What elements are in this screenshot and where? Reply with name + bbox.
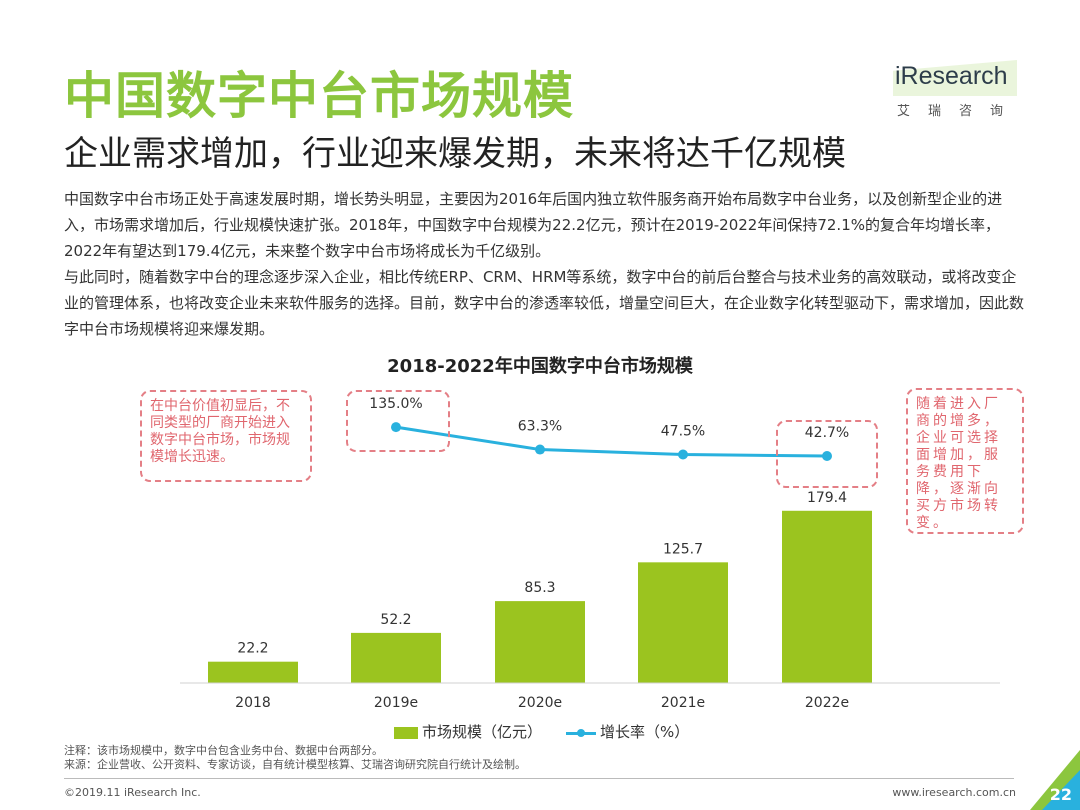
corner-decoration [1030,750,1080,810]
legend-item-bar: 市场规模（亿元） [394,721,542,742]
bar-label-2022e: 179.4 [807,490,847,506]
highlight-box-2022 [776,420,878,488]
legend-line-swatch [566,727,596,739]
growth-point-2021e [678,449,688,460]
bar-group: 22.2 52.2 85.3 125.7 179.4 [208,490,872,683]
growth-line [395,425,828,458]
iresearch-logo: iResearch 艾瑞咨询 [893,60,1023,120]
copyright: ©2019.11 iResearch Inc. [64,786,201,799]
growth-label-2020e: 63.3% [518,419,562,435]
footnote-note: 注释：该市场规模中，数字中台包含业务中台、数据中台两部分。 [64,744,383,757]
bar-label-2018: 22.2 [237,641,268,657]
annotation-right: 随着进入厂商的增多，企业可选择面增加，服务费用下降，逐渐向买方市场转变。 [906,388,1024,534]
footnote-source: 来源：企业营收、公开资料、专家访谈，自有统计模型核算、艾瑞咨询研究院自行统计及绘… [64,758,526,771]
x-tick-2018: 2018 [235,695,271,711]
x-tick-2021e: 2021e [661,695,705,711]
bar-2020e [495,601,585,683]
footer-divider [64,778,1014,779]
highlight-box-2019 [346,390,450,452]
annotation-left: 在中台价值初显后，不同类型的厂商开始进入数字中台市场，市场规模增长迅速。 [140,390,312,482]
page-subtitle: 企业需求增加，行业迎来爆发期，未来将达千亿规模 [64,134,846,174]
bar-2021e [638,562,728,683]
legend-item-line: 增长率（%） [566,721,689,742]
bar-label-2019e: 52.2 [380,612,411,628]
legend-line-label: 增长率（%） [600,723,690,741]
logo-wordmark: iResearch [895,62,1008,90]
page-title: 中国数字中台市场规模 [64,67,574,125]
growth-point-2019e [391,422,401,433]
body-paragraph-1: 中国数字中台市场正处于高速发展时期，增长势头明显，主要因为2016年后国内独立软… [64,190,1003,260]
x-tick-2019e: 2019e [374,695,418,711]
legend-bar-swatch [394,726,418,739]
body-paragraph-2: 与此同时，随着数字中台的理念逐步深入企业，相比传统ERP、CRM、HRM等系统，… [64,268,1025,338]
growth-point-2020e [535,444,545,455]
page-number: 22 [1049,785,1072,804]
bar-label-2020e: 85.3 [524,580,555,596]
bar-2022e [782,510,872,683]
logo-subtitle: 艾瑞咨询 [897,104,1022,119]
website[interactable]: www.iresearch.com.cn [892,786,1016,799]
growth-line-group: 135.0% 63.3% 47.5% 42.7% [369,396,849,461]
legend-bar-label: 市场规模（亿元） [422,723,543,741]
x-tick-group: 2018 2019e 2020e 2021e 2022e [235,695,849,711]
legend: 市场规模（亿元） 增长率（%） [0,721,1080,743]
x-tick-2020e: 2020e [518,695,562,711]
x-tick-2022e: 2022e [805,695,849,711]
body-text: 中国数字中台市场正处于高速发展时期，增长势头明显，主要因为2016年后国内独立软… [64,186,1029,342]
growth-label-2022e: 42.7% [805,425,849,441]
chart-title: 2018-2022年中国数字中台市场规模 [387,356,693,377]
growth-label-2021e: 47.5% [661,423,705,439]
growth-point-2022e [822,451,832,461]
bar-2019e [351,632,441,683]
bar-label-2021e: 125.7 [663,541,703,557]
bar-2018 [208,661,298,683]
growth-label-2019e: 135.0% [369,396,422,412]
